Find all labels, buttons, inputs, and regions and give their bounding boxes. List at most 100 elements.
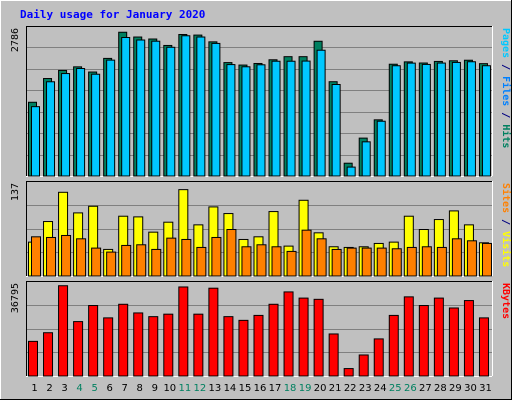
kbytes-bar bbox=[373, 338, 384, 377]
files-bar bbox=[481, 65, 491, 177]
x-tick-label: 19 bbox=[299, 383, 312, 394]
x-tick-label: 8 bbox=[137, 383, 143, 394]
files-bar bbox=[46, 81, 56, 177]
files-bar bbox=[331, 84, 341, 177]
axis-label-part: / bbox=[500, 58, 511, 76]
sites-bar bbox=[301, 229, 312, 277]
x-tick-label: 28 bbox=[434, 383, 447, 394]
x-tick-label: 12 bbox=[194, 383, 207, 394]
kbytes-bar bbox=[238, 319, 249, 377]
sites-bar bbox=[241, 246, 252, 277]
kbytes-bar bbox=[403, 296, 414, 377]
axis-label-part: Hits bbox=[500, 124, 512, 148]
x-tick-label: 7 bbox=[122, 383, 128, 394]
files-bar bbox=[346, 166, 356, 177]
sites-bar bbox=[121, 244, 132, 277]
x-tick-label: 2 bbox=[46, 383, 52, 394]
x-tick-label: 9 bbox=[152, 383, 158, 394]
kbytes-bar bbox=[178, 286, 189, 377]
kbytes-bar bbox=[388, 314, 399, 377]
kbytes-bar bbox=[418, 305, 429, 377]
axis-label-part: KBytes bbox=[500, 283, 511, 319]
files-bar bbox=[256, 64, 266, 177]
sites-bar bbox=[316, 238, 327, 277]
kbytes-bar bbox=[133, 312, 144, 377]
files-bar bbox=[151, 40, 161, 177]
files-bar bbox=[406, 62, 416, 177]
panel-visits: 137 Sites / Visits bbox=[10, 181, 512, 277]
files-bar bbox=[61, 73, 71, 177]
kbytes-bar bbox=[43, 332, 54, 377]
x-tick-label: 11 bbox=[178, 383, 191, 394]
files-bar bbox=[466, 61, 476, 177]
panel-visits-axis-label: Sites / Visits bbox=[500, 183, 512, 267]
kbytes-bar bbox=[88, 305, 99, 377]
sites-bar bbox=[226, 229, 237, 277]
x-tick-label: 26 bbox=[404, 383, 417, 394]
sites-bar bbox=[196, 246, 207, 277]
files-bar bbox=[31, 106, 40, 177]
panel-kbytes-ymax-label: 36795 bbox=[10, 283, 21, 313]
x-tick-label: 18 bbox=[284, 383, 297, 394]
chart-panels: 2786 Pages / Files / Hits 137 Sites / Visit… bbox=[10, 26, 512, 377]
kbytes-bar bbox=[28, 340, 38, 377]
x-tick-label: 30 bbox=[464, 383, 477, 394]
kbytes-bar bbox=[148, 316, 159, 377]
kbytes-bar bbox=[208, 287, 219, 377]
x-tick-label: 4 bbox=[76, 383, 82, 394]
panel-kbytes-axis-label: KBytes bbox=[500, 283, 511, 319]
files-bar bbox=[376, 120, 386, 177]
files-bar bbox=[391, 65, 401, 177]
sites-bar bbox=[91, 247, 102, 277]
sites-bar bbox=[136, 244, 147, 277]
panel-visits-ymax-label: 137 bbox=[10, 183, 21, 201]
files-bar bbox=[451, 61, 461, 177]
kbytes-bar bbox=[193, 313, 204, 377]
files-bar bbox=[106, 59, 116, 177]
sites-bar bbox=[61, 234, 72, 277]
kbytes-bar bbox=[328, 333, 339, 377]
files-bar bbox=[136, 39, 146, 177]
sites-bar bbox=[166, 237, 177, 277]
sites-bar bbox=[211, 236, 222, 277]
x-tick-label: 13 bbox=[209, 383, 222, 394]
files-bar bbox=[286, 60, 296, 177]
sites-bar bbox=[406, 246, 417, 277]
x-tick-label: 23 bbox=[359, 383, 372, 394]
x-tick-label: 31 bbox=[479, 383, 492, 394]
x-tick-label: 3 bbox=[61, 383, 67, 394]
sites-bar bbox=[181, 238, 192, 277]
kbytes-bar bbox=[223, 316, 234, 377]
kbytes-bar bbox=[433, 297, 444, 377]
files-bar bbox=[181, 35, 191, 177]
kbytes-bar bbox=[58, 285, 69, 377]
files-bar bbox=[91, 73, 101, 177]
kbytes-bar bbox=[253, 314, 264, 377]
sites-bar bbox=[46, 236, 57, 277]
x-tick-label: 25 bbox=[389, 383, 402, 394]
kbytes-bar bbox=[448, 307, 459, 377]
panel-kbytes: 36795 KBytes bbox=[10, 281, 511, 377]
x-tick-label: 27 bbox=[419, 383, 432, 394]
sites-bar bbox=[106, 251, 117, 277]
x-tick-label: 29 bbox=[449, 383, 462, 394]
files-bar bbox=[361, 141, 371, 177]
sites-bar bbox=[76, 238, 87, 277]
kbytes-bar bbox=[163, 313, 174, 377]
sites-bar bbox=[481, 242, 492, 277]
kbytes-bar bbox=[478, 317, 489, 377]
files-bar bbox=[196, 36, 206, 177]
sites-bar bbox=[391, 248, 402, 277]
kbytes-bar bbox=[268, 303, 279, 377]
sites-bar bbox=[271, 246, 282, 277]
axis-label-part: Visits bbox=[500, 231, 512, 267]
x-tick-label: 21 bbox=[329, 383, 342, 394]
x-tick-label: 16 bbox=[254, 383, 267, 394]
x-axis-labels: 1 2 3 4 5 6 7 8 9 10 11 12 13 14 15 16 17 18 19 20 21 22 23 24 2… bbox=[31, 383, 492, 394]
files-bar bbox=[211, 42, 221, 177]
kbytes-bar bbox=[358, 354, 369, 377]
sites-bar bbox=[436, 246, 447, 277]
x-tick-label: 22 bbox=[344, 383, 357, 394]
axis-label-part: / bbox=[500, 213, 511, 231]
